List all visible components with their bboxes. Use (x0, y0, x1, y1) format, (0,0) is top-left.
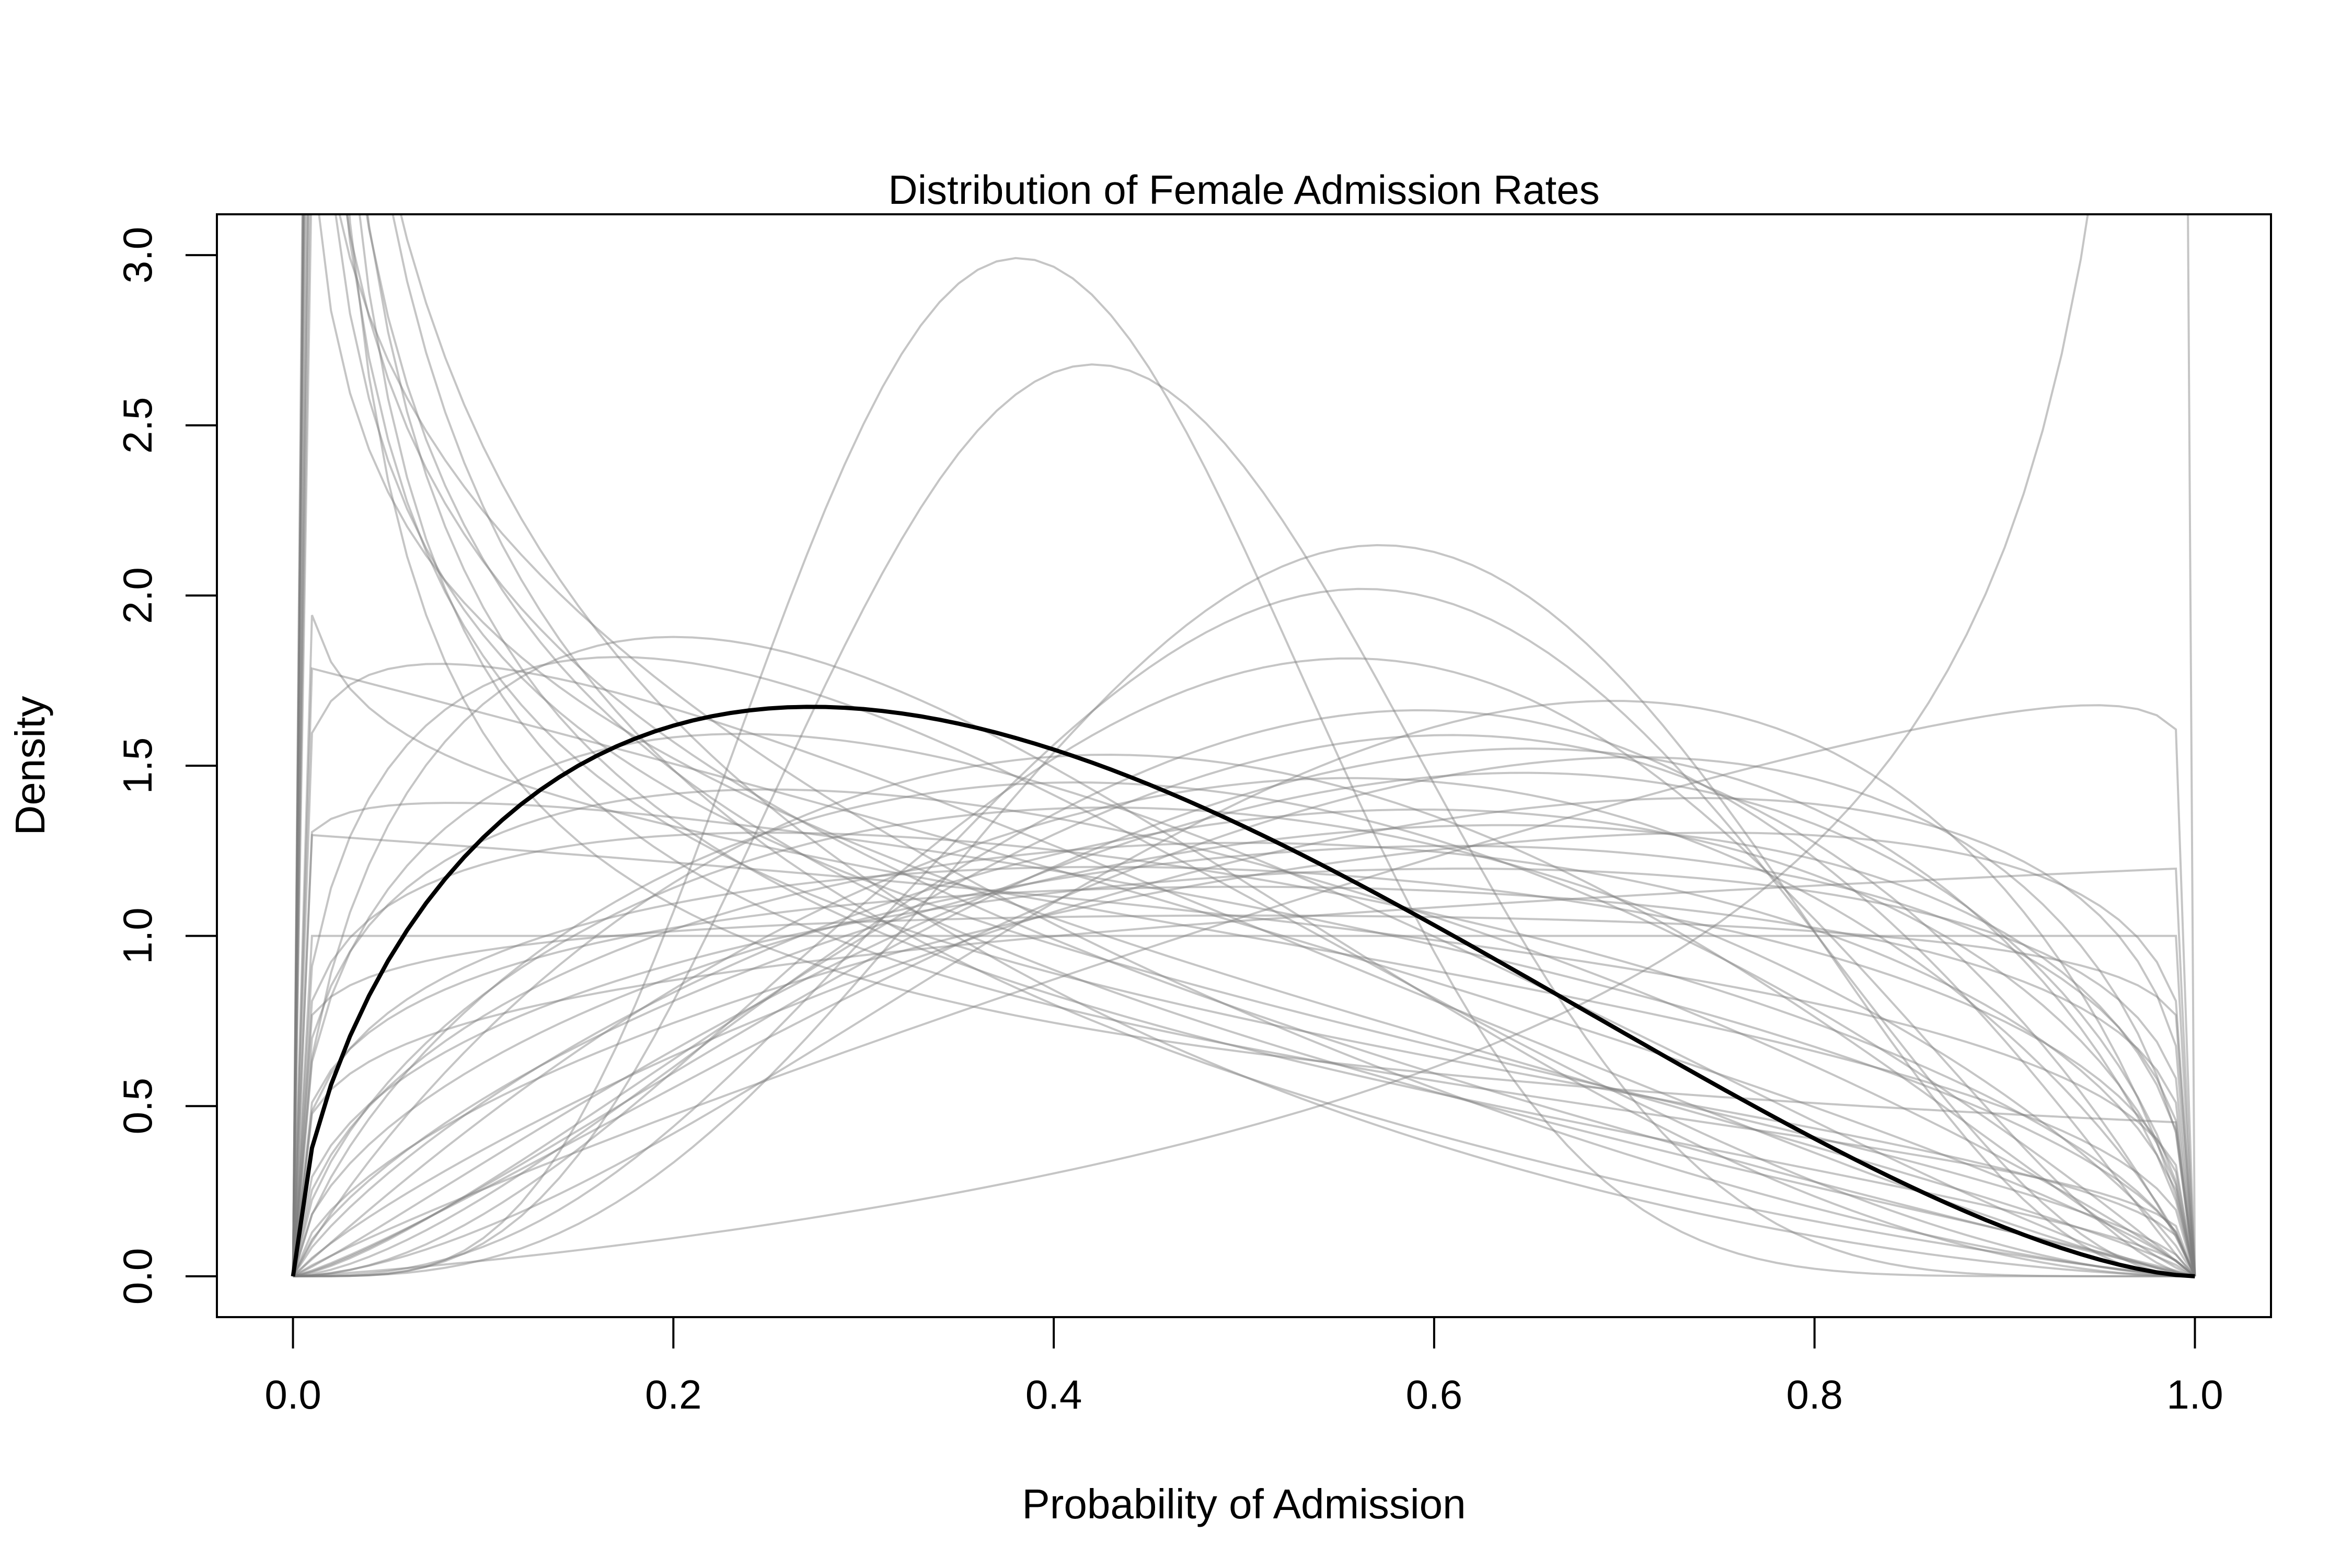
sample-density-curve (292, 867, 2196, 1277)
sample-density-curve (292, 215, 2196, 1277)
sample-density-curve (292, 788, 2196, 1277)
curves-layer (291, 215, 2196, 1278)
sample-density-curve (292, 215, 2195, 1277)
sample-density-curve (293, 363, 2195, 1277)
sample-density-curve (292, 866, 2196, 1277)
sample-density-curve (293, 709, 2196, 1277)
sample-density-curve (293, 257, 2195, 1277)
sample-density-curve (292, 797, 2196, 1277)
sample-density-curve (292, 656, 2195, 1277)
sample-density-curve (292, 832, 2196, 1277)
sample-density-curve (292, 215, 2196, 1277)
sample-density-curve (293, 215, 2196, 1277)
x-tick-label: 0.6 (1406, 1371, 1462, 1417)
x-tick-label: 0.8 (1786, 1371, 1842, 1417)
x-tick-label: 1.0 (2166, 1371, 2223, 1417)
sample-density-curve (292, 832, 2196, 1277)
sample-density-curve (293, 756, 2196, 1277)
y-tick-label: 0.0 (114, 1248, 160, 1305)
sample-density-curve (292, 935, 2196, 1277)
sample-density-curve (292, 636, 2195, 1277)
sample-density-curve (292, 777, 2196, 1277)
sample-density-curve (292, 845, 2196, 1277)
sample-density-curve (292, 215, 2196, 1277)
y-tick-label: 1.5 (114, 737, 160, 794)
x-axis-label: Probability of Admission (1022, 1481, 1466, 1527)
sample-density-curve (292, 215, 2196, 1277)
sample-density-curve (293, 657, 2195, 1277)
sample-density-curve (292, 215, 2195, 1277)
y-tick-label: 0.5 (114, 1078, 160, 1134)
sample-density-curve (292, 667, 2196, 1277)
sample-density-curve (292, 733, 2195, 1277)
sample-density-curve (292, 867, 2196, 1277)
chart-title: Distribution of Female Admission Rates (888, 167, 1599, 213)
sample-density-curve (292, 781, 2196, 1277)
sample-density-curve (293, 544, 2195, 1277)
y-tick-label: 3.0 (114, 227, 160, 283)
sample-density-curve (292, 771, 2196, 1277)
sample-density-curve (292, 885, 2196, 1277)
sample-density-curve (292, 704, 2196, 1277)
sample-density-curve (292, 808, 2196, 1277)
y-axis: 0.0 0.5 1.0 1.5 2.0 2.5 3.0 (114, 227, 218, 1305)
sample-density-curve (292, 753, 2196, 1277)
sample-density-curve (292, 215, 2195, 1277)
sample-density-curve (292, 841, 2196, 1277)
sample-density-curve (293, 747, 2196, 1277)
sample-density-curve (292, 802, 2196, 1277)
sample-density-curve (292, 215, 2196, 1277)
sample-density-curve (292, 215, 2195, 1277)
sample-density-curve (292, 824, 2196, 1277)
sample-density-curve (292, 215, 2195, 1277)
x-tick-label: 0.0 (264, 1371, 321, 1417)
y-tick-label: 2.0 (114, 567, 160, 624)
x-axis: 0.0 0.2 0.4 0.6 0.8 1.0 (264, 1316, 2223, 1417)
sample-density-curve (292, 806, 2196, 1277)
y-axis-label: Density (7, 696, 53, 836)
sample-density-curve (293, 587, 2195, 1277)
y-tick-label: 2.5 (114, 397, 160, 454)
sample-density-curve (293, 699, 2196, 1277)
sample-density-curve (292, 663, 2195, 1277)
sample-density-curve (292, 615, 2196, 1277)
x-tick-label: 0.4 (1025, 1371, 1082, 1417)
sample-density-curve (292, 834, 2196, 1277)
mean-density-curve (291, 705, 2195, 1278)
sample-density-curve (292, 914, 2196, 1277)
x-tick-label: 0.2 (645, 1371, 701, 1417)
sample-density-curve (293, 734, 2196, 1277)
y-tick-label: 1.0 (114, 907, 160, 964)
